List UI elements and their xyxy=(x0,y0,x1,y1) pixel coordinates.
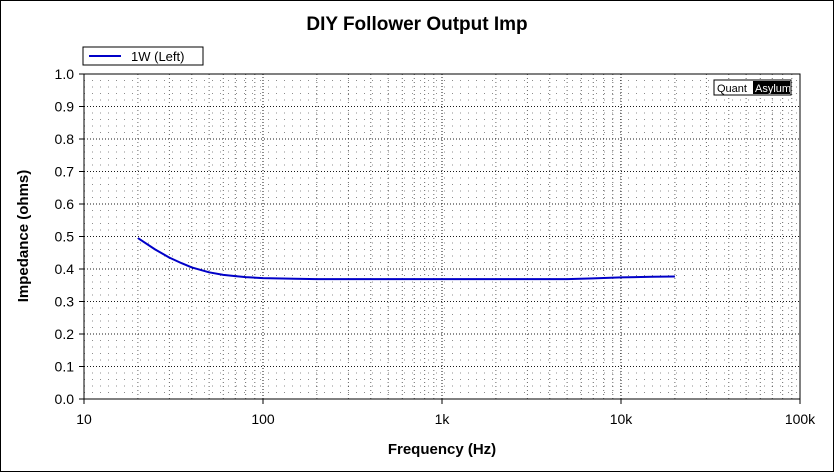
logo-dark-block xyxy=(753,81,790,94)
series-layer xyxy=(137,237,675,281)
x-axis-ticks: 10 100 1k 10k 100k xyxy=(76,399,816,427)
y-tick-label: 0.6 xyxy=(55,196,75,212)
x-axis-title: Frequency (Hz) xyxy=(388,441,496,458)
quantasylum-logo: Quant Asylum xyxy=(713,79,792,96)
x-tick-label: 100 xyxy=(251,411,275,427)
x-tick-label: 100k xyxy=(785,411,816,427)
y-tick-label: 0.5 xyxy=(55,229,75,245)
legend-box xyxy=(82,46,204,66)
y-tick-label: 0.2 xyxy=(55,326,75,342)
chart-title: DIY Follower Output Imp xyxy=(306,14,527,35)
y-tick-label: 1.0 xyxy=(55,66,75,82)
x-tick-label: 10k xyxy=(610,411,634,427)
y-tick-label: 0.0 xyxy=(55,391,75,407)
y-tick-label: 0.3 xyxy=(55,294,75,310)
y-tick-label: 0.8 xyxy=(55,131,75,147)
y-tick-label: 0.1 xyxy=(55,359,75,375)
logo-text-quant: Quant xyxy=(717,83,747,95)
logo-text-asylum: Asylum xyxy=(755,83,791,95)
x-tick-label: 1k xyxy=(435,411,451,427)
y-axis-title: Impedance (ohms) xyxy=(15,170,32,303)
series-line-1w-left xyxy=(137,237,675,281)
legend-label-1w-left: 1W (Left) xyxy=(131,49,184,64)
y-tick-label: 0.9 xyxy=(55,99,75,115)
legend: 1W (Left) xyxy=(82,46,204,66)
y-axis-ticks: 0.0 0.1 0.2 0.3 0.4 0.5 0.6 0.7 0.8 0.9 1.0 xyxy=(55,66,84,407)
y-tick-label: 0.7 xyxy=(55,164,75,180)
x-tick-label: 10 xyxy=(76,411,92,427)
y-tick-label: 0.4 xyxy=(55,261,75,277)
grid xyxy=(84,74,800,399)
